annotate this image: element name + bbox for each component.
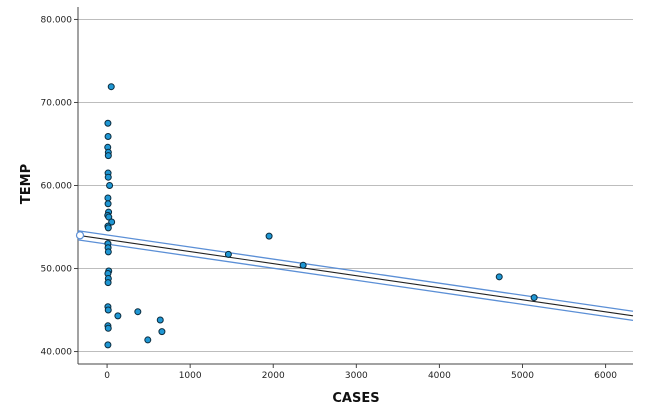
scatter-point <box>114 312 122 320</box>
scatter-point <box>156 316 164 324</box>
y-tick-label: 70.000 <box>41 98 73 108</box>
tick-labels: 40.000 50.000 60.000 70.000 80.000 0 1000 2000 3… <box>41 15 618 381</box>
y-tick-label: 50.000 <box>41 265 73 275</box>
scatter-point <box>224 250 232 258</box>
scatter-point <box>104 119 112 127</box>
scatter-point <box>104 279 112 287</box>
x-tick-label: 1000 <box>179 371 202 381</box>
scatter-point <box>104 248 112 256</box>
scatter-point <box>104 152 112 160</box>
x-tick-label: 2000 <box>262 371 285 381</box>
fit-band-line <box>77 239 634 322</box>
scatter-point <box>104 306 112 314</box>
fit-center-line <box>77 234 634 317</box>
scatter-point <box>106 182 114 189</box>
fit-line <box>75 230 634 322</box>
scatter-point <box>107 83 115 91</box>
scatter-point <box>104 133 112 141</box>
scatter-point <box>104 173 112 181</box>
scatter-point <box>265 232 273 240</box>
axes <box>74 7 633 368</box>
x-tick-label: 4000 <box>428 371 451 381</box>
scatter-point <box>104 224 112 232</box>
y-tick-label: 80.000 <box>41 15 73 25</box>
scatter-point <box>495 273 503 281</box>
x-tick-label: 5000 <box>511 371 534 381</box>
x-tick-label: 0 <box>104 371 110 381</box>
scatter-point <box>104 341 112 349</box>
scatter-point <box>104 324 112 332</box>
scatter-point <box>158 328 166 336</box>
gridlines <box>78 18 633 353</box>
y-tick-label: 60.000 <box>41 182 73 192</box>
scatter-point <box>104 194 112 202</box>
y-axis-title: TEMP <box>19 164 34 204</box>
scatter-point <box>134 308 142 316</box>
fit-line-marker <box>75 231 85 240</box>
scatter-point <box>144 336 152 344</box>
scatter-point <box>105 213 113 221</box>
y-tick-label: 40.000 <box>41 348 73 358</box>
scatter-point <box>299 261 307 269</box>
x-tick-label: 6000 <box>594 371 617 381</box>
x-axis-title: CASES <box>332 391 379 404</box>
data-points <box>104 83 538 349</box>
fit-band-line <box>77 230 634 312</box>
scatter-point <box>530 294 538 302</box>
scatter-point <box>104 200 112 208</box>
x-tick-label: 3000 <box>345 371 368 381</box>
